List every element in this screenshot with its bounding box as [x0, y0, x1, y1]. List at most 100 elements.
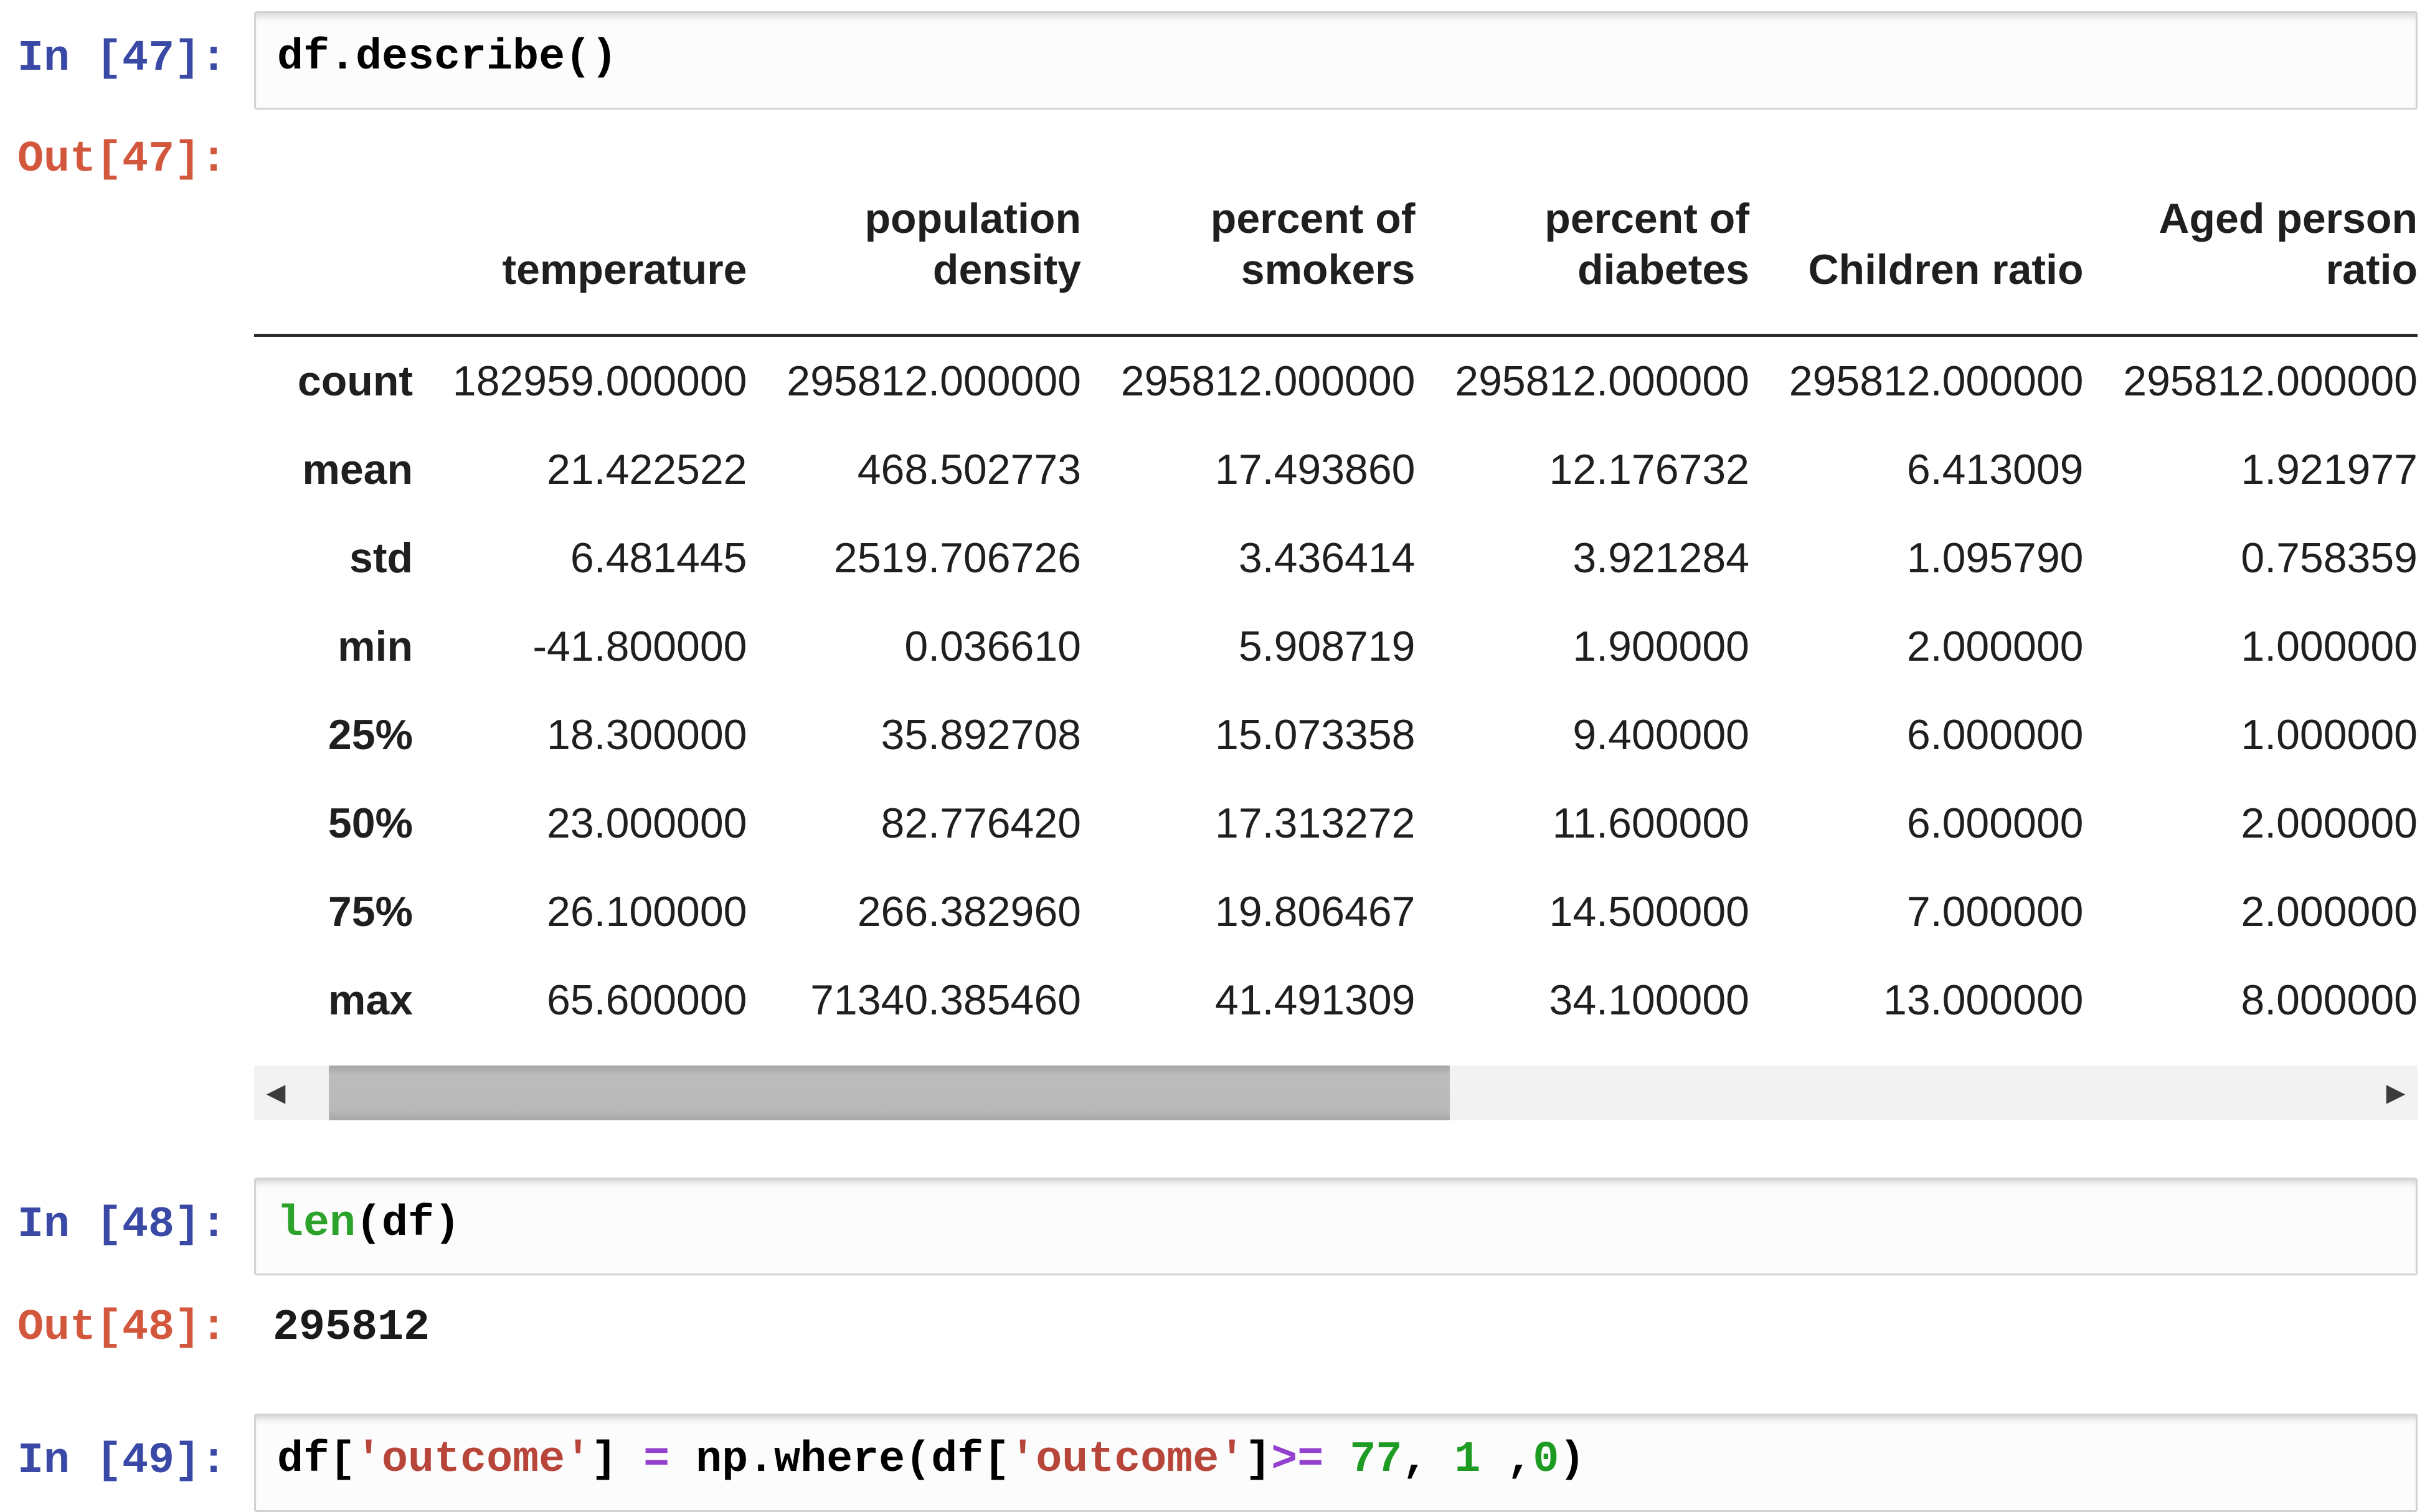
- table-cell: 17.313272: [1215, 799, 1416, 847]
- row-label: 50%: [328, 799, 413, 847]
- table-cell: 1.095790: [1906, 534, 2084, 582]
- code-input-47[interactable]: df.describe(): [254, 11, 2418, 110]
- scrollbar-thumb[interactable]: [329, 1065, 1450, 1120]
- code-token-operator: =: [643, 1435, 670, 1485]
- scroll-right-arrow-icon[interactable]: ▶: [2386, 1079, 2406, 1107]
- row-label: max: [328, 976, 413, 1024]
- row-label: min: [338, 622, 413, 670]
- table-row: min -41.800000 0.036610 5.908719 1.900000 2.0…: [254, 602, 2418, 691]
- table-cell: -41.800000: [532, 622, 747, 670]
- table-cell: 295812.000000: [1120, 357, 1416, 405]
- row-label: 75%: [328, 887, 413, 935]
- code-token-plain: [1323, 1435, 1350, 1485]
- table-cell: 6.481445: [570, 534, 747, 582]
- column-header: Aged person ratio: [2083, 176, 2418, 337]
- horizontal-scrollbar[interactable]: ◀ ▶: [254, 1065, 2418, 1120]
- table-cell: 26.100000: [547, 887, 747, 935]
- table-cell: 295812.000000: [2123, 357, 2418, 405]
- column-header: percent of diabetes: [1415, 176, 1749, 337]
- code-token-string: 'outcome': [356, 1435, 592, 1485]
- scrollbar-track[interactable]: [298, 1065, 2374, 1120]
- table-cell: 5.908719: [1238, 622, 1416, 670]
- table-row: std 6.481445 2519.706726 3.436414 3.921284 1.…: [254, 514, 2418, 602]
- table-cell: 9.400000: [1572, 711, 1749, 758]
- column-header: Children ratio: [1749, 176, 2084, 337]
- table-cell: 13.000000: [1883, 976, 2084, 1024]
- input-prompt-47: In [47]:: [17, 34, 227, 83]
- describe-table: temperature population density percent of …: [254, 176, 2418, 1044]
- code-token-plain: ]: [591, 1435, 644, 1485]
- table-cell: 468.502773: [857, 445, 1081, 493]
- table-cell: 14.500000: [1549, 887, 1749, 935]
- table-cell: 3.436414: [1238, 534, 1416, 582]
- code-token-builtin: len: [277, 1199, 356, 1249]
- row-label: 25%: [328, 711, 413, 758]
- table-cell: 6.000000: [1906, 711, 2084, 758]
- code-input-49[interactable]: df['outcome'] = np.where(df['outcome']>=…: [254, 1414, 2418, 1512]
- code-token-plain: ,: [1402, 1435, 1455, 1485]
- table-cell: 1.000000: [2241, 622, 2418, 670]
- table-cell: 82.776420: [881, 799, 1081, 847]
- table-cell: 0.036610: [904, 622, 1081, 670]
- table-cell: 2.000000: [2241, 887, 2418, 935]
- output-area-48: Out[48]: 295812: [17, 1305, 2418, 1351]
- scroll-left-arrow-icon[interactable]: ◀: [266, 1079, 286, 1107]
- code-cell-48: In [48]: len(df): [17, 1177, 2418, 1276]
- table-cell: 71340.385460: [810, 976, 1081, 1024]
- table-row: mean 21.422522 468.502773 17.493860 12.17673…: [254, 425, 2418, 514]
- table-cell: 21.422522: [547, 445, 747, 493]
- table-row: 50% 23.000000 82.776420 17.313272 11.600000 6…: [254, 779, 2418, 867]
- table-cell: 182959.000000: [452, 357, 747, 405]
- input-prompt-49: In [49]:: [17, 1437, 227, 1486]
- table-cell: 11.600000: [1552, 799, 1749, 847]
- table-cell: 18.300000: [547, 711, 747, 758]
- output-content-47: temperature population density percent of …: [254, 137, 2418, 1120]
- table-row: max 65.600000 71340.385460 41.491309 34.1000…: [254, 956, 2418, 1044]
- table-row: 25% 18.300000 35.892708 15.073358 9.400000 6.…: [254, 691, 2418, 779]
- code-token-plain: ]: [1245, 1435, 1272, 1485]
- output-prompt-47: Out[47]:: [17, 135, 227, 184]
- code-token-number: 0: [1533, 1435, 1559, 1485]
- code-token-plain: (df): [356, 1199, 461, 1249]
- output-value-48: 295812: [273, 1303, 430, 1353]
- table-row: 75% 26.100000 266.382960 19.806467 14.500000…: [254, 867, 2418, 956]
- table-cell: 8.000000: [2241, 976, 2418, 1024]
- column-header: percent of smokers: [1081, 176, 1416, 337]
- code-cell-47: In [47]: df.describe(): [17, 11, 2418, 110]
- table-cell: 1.900000: [1572, 622, 1749, 670]
- table-cell: 2.000000: [2241, 799, 2418, 847]
- output-prompt-48: Out[48]:: [17, 1303, 227, 1353]
- code-token-plain: ): [1559, 1435, 1586, 1485]
- table-cell: 1.000000: [2241, 711, 2418, 758]
- input-prompt-48: In [48]:: [17, 1200, 227, 1250]
- column-header: population density: [747, 176, 1081, 337]
- code-token-number: 1: [1454, 1435, 1481, 1485]
- table-cell: 2519.706726: [833, 534, 1081, 582]
- code-token-plain: df.describe(): [277, 33, 618, 82]
- column-header: temperature: [413, 176, 747, 337]
- table-header-row: temperature population density percent of …: [254, 176, 2418, 337]
- table-cell: 41.491309: [1215, 976, 1416, 1024]
- row-label: mean: [302, 445, 413, 493]
- table-cell: 6.413009: [1906, 445, 2084, 493]
- table-cell: 266.382960: [857, 887, 1081, 935]
- table-cell: 295812.000000: [1455, 357, 1749, 405]
- table-cell: 295812.000000: [1789, 357, 2084, 405]
- table-cell: 15.073358: [1215, 711, 1416, 758]
- table-cell: 7.000000: [1906, 887, 2084, 935]
- code-token-operator: >=: [1271, 1435, 1324, 1485]
- code-cell-49: In [49]: df['outcome'] = np.where(df['ou…: [17, 1414, 2418, 1512]
- table-cell: 295812.000000: [787, 357, 1081, 405]
- table-cell: 17.493860: [1215, 445, 1416, 493]
- output-area-47: Out[47]: temperature population density pe…: [17, 135, 2418, 1120]
- code-token-string: 'outcome': [1009, 1435, 1246, 1485]
- table-cell: 34.100000: [1549, 976, 1749, 1024]
- table-cell: 6.000000: [1906, 799, 2084, 847]
- table-corner: [254, 176, 413, 337]
- code-token-plain: ,: [1480, 1435, 1533, 1485]
- table-cell: 1.921977: [2241, 445, 2418, 493]
- table-cell: 0.758359: [2241, 534, 2418, 582]
- table-cell: 65.600000: [547, 976, 747, 1024]
- table-cell: 19.806467: [1215, 887, 1416, 935]
- code-input-48[interactable]: len(df): [254, 1177, 2418, 1276]
